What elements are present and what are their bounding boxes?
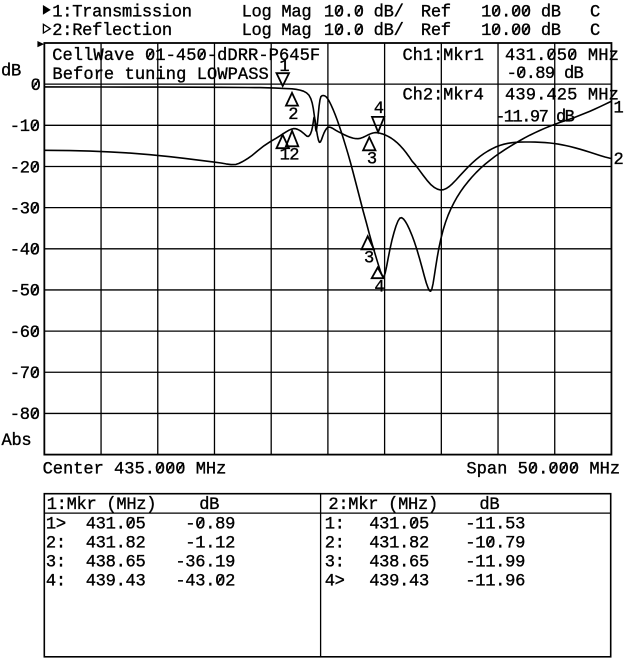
svg-text:1> 431.05 -0.89: 1> 431.05 -0.89 (46, 515, 235, 534)
svg-text:439.43: 439.43 (369, 572, 429, 591)
svg-text:CellWave 01-450-dDRR-P645F: CellWave 01-450-dDRR-P645F (52, 47, 320, 66)
svg-text:2: 2 (614, 151, 624, 170)
svg-text:3: 438.65 -36.19: 3: 438.65 -36.19 (46, 553, 235, 572)
svg-text:431.050 MHz: 431.050 MHz (505, 47, 619, 66)
svg-text:Ref: Ref (421, 3, 451, 22)
svg-text:431.82: 431.82 (369, 534, 429, 553)
svg-text:Ch1:Mkr1: Ch1:Mkr1 (403, 47, 484, 66)
svg-text:1: 1 (279, 58, 289, 77)
svg-text:2:Mkr (MHz): 2:Mkr (MHz) (328, 496, 438, 515)
svg-text:1:Transmission: 1:Transmission (52, 3, 191, 22)
svg-text:-40: -40 (10, 242, 40, 261)
svg-text:1:Mkr (MHz): 1:Mkr (MHz) (47, 496, 157, 515)
svg-text:4: 4 (374, 100, 384, 119)
svg-text:Log Mag: Log Mag (242, 22, 312, 41)
svg-text:dB: dB (1, 62, 21, 81)
svg-text:0: 0 (31, 77, 41, 96)
svg-text:C: C (590, 3, 600, 22)
svg-text:-70: -70 (10, 365, 40, 384)
svg-text:431.05: 431.05 (369, 515, 429, 534)
svg-text:4: 4 (374, 279, 384, 298)
svg-text:2: 2 (289, 147, 299, 166)
svg-text:-80: -80 (10, 406, 40, 425)
svg-text:10.00 dB: 10.00 dB (481, 3, 561, 22)
svg-text:-30: -30 (10, 200, 40, 219)
svg-text:1: 1 (614, 100, 624, 119)
svg-text:C: C (590, 22, 600, 41)
svg-text:10.00 dB: 10.00 dB (481, 22, 561, 41)
svg-text:-11.97 dB: -11.97 dB (495, 108, 575, 127)
svg-text:439.425 MHz: 439.425 MHz (505, 86, 619, 105)
svg-text:-60: -60 (10, 324, 40, 343)
svg-text:3: 3 (367, 151, 377, 170)
svg-text:4: 439.43 -43.02: 4: 439.43 -43.02 (46, 572, 235, 591)
svg-text:1: 1 (280, 147, 290, 166)
svg-text:1:: 1: (325, 515, 345, 534)
svg-text:dB: dB (199, 496, 219, 515)
svg-text:Span 50.000 MHz: Span 50.000 MHz (466, 460, 620, 479)
svg-text:-10: -10 (10, 118, 40, 137)
svg-text:3: 3 (364, 250, 374, 269)
svg-text:10.0 dB/: 10.0 dB/ (324, 22, 404, 41)
svg-text:Log Mag: Log Mag (242, 3, 312, 22)
svg-text:Before tuning LOWPASS: Before tuning LOWPASS (52, 66, 268, 85)
svg-text:Abs: Abs (2, 432, 32, 451)
svg-text:10.0 dB/: 10.0 dB/ (324, 3, 404, 22)
svg-text:-20: -20 (10, 159, 40, 178)
svg-text:Center 435.000 MHz: Center 435.000 MHz (43, 460, 227, 479)
svg-text:Ch2:Mkr4: Ch2:Mkr4 (403, 86, 484, 105)
svg-text:2: 431.82 -1.12: 2: 431.82 -1.12 (46, 534, 235, 553)
svg-text:2:: 2: (325, 534, 345, 553)
svg-text:2:Reflection: 2:Reflection (52, 22, 172, 41)
svg-text:-10.79: -10.79 (465, 534, 525, 553)
svg-text:-11.96: -11.96 (465, 572, 525, 591)
svg-text:-11.53: -11.53 (465, 515, 525, 534)
svg-text:Ref: Ref (421, 22, 451, 41)
svg-text:2: 2 (288, 106, 298, 125)
svg-text:-50: -50 (10, 283, 40, 302)
svg-text:4>: 4> (325, 572, 345, 591)
svg-text:dB: dB (479, 496, 499, 515)
svg-text:-0.89 dB: -0.89 dB (507, 65, 584, 84)
svg-text:3:: 3: (325, 553, 345, 572)
svg-text:-11.99: -11.99 (465, 553, 525, 572)
svg-text:438.65: 438.65 (369, 553, 429, 572)
